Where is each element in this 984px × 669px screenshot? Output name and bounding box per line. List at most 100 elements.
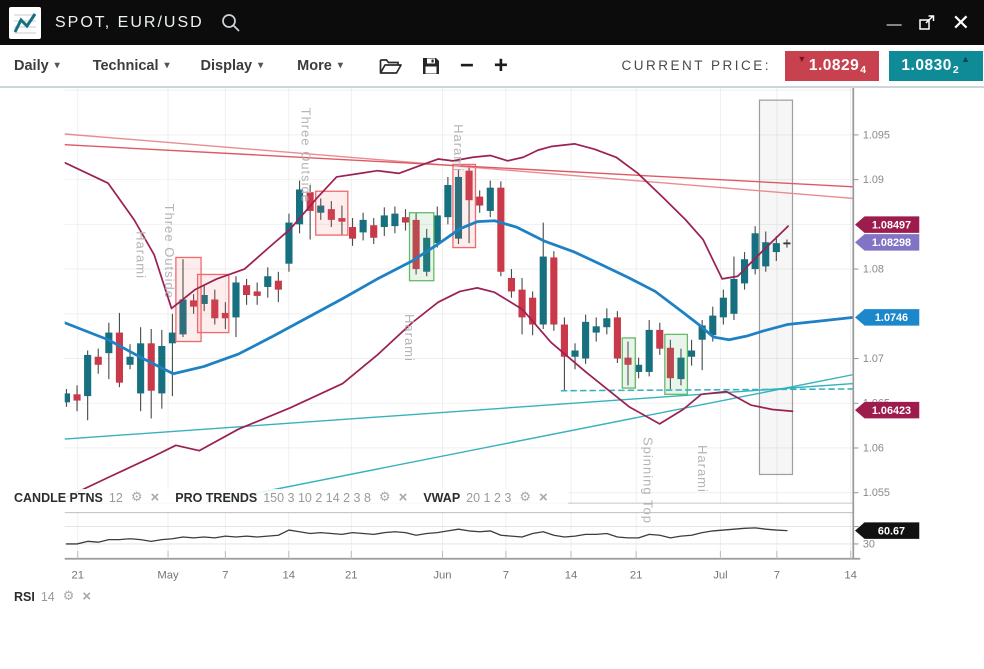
ask-price: 1.0830 [901, 56, 952, 74]
close-icon[interactable]: × [82, 588, 92, 605]
gear-icon[interactable]: ⚙ [130, 490, 143, 505]
svg-text:1.07: 1.07 [863, 353, 884, 365]
candle-body [507, 278, 516, 292]
candle-body [370, 225, 378, 238]
gear-icon[interactable]: ⚙ [519, 490, 531, 505]
dropdown-technical[interactable]: Technical ▾ [93, 58, 170, 74]
candle-body [73, 394, 81, 401]
price-tag [855, 401, 920, 419]
dropdown-display-label: Display [200, 57, 253, 74]
indicator-params: 14 [40, 589, 55, 604]
pattern-box [408, 212, 435, 282]
dropdown-display[interactable]: Display ▾ [201, 58, 264, 74]
price-tag [855, 216, 920, 233]
dropdown-more-label: More [297, 57, 332, 74]
candle-body [295, 189, 304, 225]
svg-text:14: 14 [844, 570, 857, 582]
pattern-box [196, 273, 230, 334]
candle-body [243, 285, 251, 296]
price-up-badge[interactable]: 1.0830 2 ▲ [889, 50, 983, 81]
candle-body [772, 243, 780, 253]
svg-text:Jun: Jun [433, 570, 451, 582]
candle-body [666, 347, 674, 379]
chevron-down-icon: ▾ [54, 60, 60, 71]
popout-icon[interactable] [918, 14, 936, 32]
bid-price: 1.0829 [808, 56, 860, 74]
chevron-down-icon: ▾ [164, 60, 170, 71]
minimize-icon[interactable]: — [886, 16, 902, 33]
candle-body [190, 300, 198, 307]
title-bar: SPOT, EUR/USD — ✕ [0, 0, 984, 45]
overlay-lines [64, 133, 854, 504]
candle-body [751, 233, 759, 270]
pattern-box [452, 163, 477, 249]
svg-text:1.09: 1.09 [863, 174, 884, 186]
lower-band-line [64, 286, 794, 499]
rsi-plot [65, 527, 788, 545]
svg-text:1.0746: 1.0746 [875, 312, 908, 324]
chart-canvas[interactable]: 1.0951.091.081.071.0651.061.055703021May… [0, 88, 984, 669]
candle-body [677, 357, 685, 380]
chart-app-icon [9, 6, 41, 39]
zoom-in-button[interactable]: + [493, 51, 508, 79]
candle-body [550, 257, 558, 325]
close-icon[interactable]: × [150, 489, 160, 506]
gear-icon[interactable]: ⚙ [62, 589, 75, 604]
candle-body [740, 259, 749, 284]
dropdown-timeframe-label: Daily [14, 57, 49, 74]
indicator-legend-main: CANDLE PTNS 12 ⚙ × PRO TRENDS 150 3 10 2 14 2… [10, 489, 568, 506]
svg-text:21: 21 [630, 570, 643, 582]
candle-body [539, 256, 547, 325]
rsi-line [65, 527, 788, 545]
candle-body [126, 356, 134, 365]
close-icon[interactable]: × [398, 489, 408, 506]
candle-body [200, 295, 208, 304]
candle-body [592, 326, 600, 333]
price-down-badge[interactable]: ▼ 1.0829 4 [785, 50, 879, 81]
dropdown-timeframe[interactable]: Daily ▾ [14, 58, 60, 74]
vwap-dashed-line [560, 388, 854, 392]
candle-body [719, 297, 727, 318]
candle-body [147, 343, 155, 391]
indicator-item: VWAP 20 1 2 3 ⚙ × [423, 490, 547, 505]
moving-average-line [64, 219, 854, 376]
svg-text:60.67: 60.67 [878, 525, 905, 537]
svg-text:1.06423: 1.06423 [872, 405, 911, 417]
candle-body [168, 332, 176, 344]
gear-icon[interactable]: ⚙ [378, 490, 391, 505]
candle-body [560, 324, 568, 357]
close-icon[interactable]: × [539, 489, 548, 506]
svg-text:30: 30 [863, 538, 875, 550]
candle-body [497, 187, 505, 272]
candle-body [762, 242, 770, 267]
candle-body [529, 297, 537, 325]
chevron-down-icon: ▾ [337, 60, 343, 71]
candle-body [391, 213, 399, 227]
save-icon[interactable] [421, 56, 441, 76]
candle-body [348, 227, 357, 239]
candle-body [656, 329, 664, 349]
open-folder-icon[interactable] [379, 56, 402, 75]
candle-body [158, 346, 166, 394]
dropdown-technical-label: Technical [92, 57, 159, 74]
vwap-line [64, 382, 854, 440]
candle-body [645, 329, 653, 372]
svg-text:1.08298: 1.08298 [872, 237, 911, 249]
candle-body [253, 291, 261, 296]
pattern-box [315, 190, 349, 236]
indicator-name: VWAP [423, 490, 461, 505]
close-icon[interactable]: ✕ [951, 9, 970, 35]
pattern-boxes [175, 163, 689, 395]
bid-price-pip: 4 [860, 63, 867, 76]
resistance-trendline [64, 144, 854, 188]
indicator-name: PRO TRENDS [175, 490, 258, 505]
svg-text:21: 21 [345, 570, 358, 582]
dropdown-more[interactable]: More ▾ [297, 58, 343, 74]
candle-body [454, 176, 463, 239]
vwap-line [202, 373, 854, 504]
zoom-out-button[interactable]: − [459, 51, 474, 79]
arrow-down-icon: ▼ [797, 53, 807, 64]
search-icon[interactable] [220, 12, 242, 34]
